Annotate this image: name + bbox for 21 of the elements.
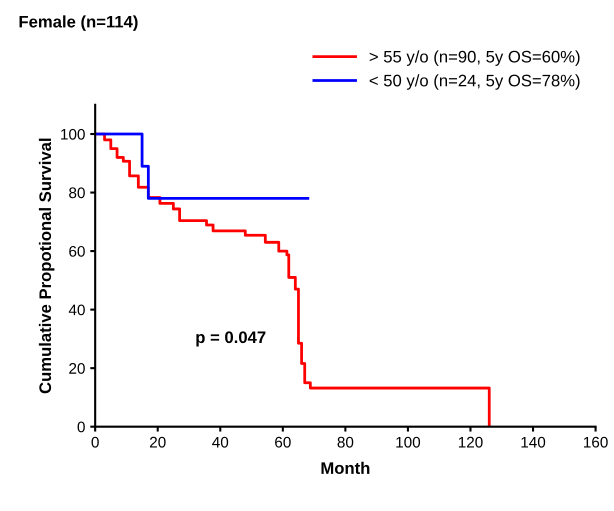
y-tick-label: 20 [69, 363, 85, 374]
y-tick-label: 80 [69, 187, 85, 198]
x-tick-label: 140 [521, 436, 546, 448]
annotation: p = 0.047 [196, 331, 266, 346]
x-tick-label: 160 [584, 436, 608, 448]
x-axis-title: Month [322, 462, 370, 474]
legend-label: > 55 y/o (n=90, 5y OS=60%) [370, 50, 580, 66]
x-tick-label: 0 [92, 436, 99, 448]
x-tick-label: 80 [338, 436, 354, 448]
x-tick-label: 100 [396, 436, 420, 448]
y-tick-label: 0 [78, 422, 85, 432]
chart-title: Female (n=114) [20, 15, 138, 31]
x-tick-label: 20 [150, 436, 166, 448]
y-tick-label: 40 [68, 304, 85, 316]
legend-label: < 50 y/o (n=24, 5y OS=78%) [370, 74, 580, 90]
x-tick-label: 120 [458, 436, 483, 448]
x-tick-label: 60 [275, 436, 291, 448]
y-tick-label: 60 [69, 246, 85, 257]
y-tick-label: 100 [61, 128, 85, 140]
x-tick-label: 40 [212, 436, 228, 448]
y-axis-title: Cumulative Propotional Survival [38, 138, 54, 394]
